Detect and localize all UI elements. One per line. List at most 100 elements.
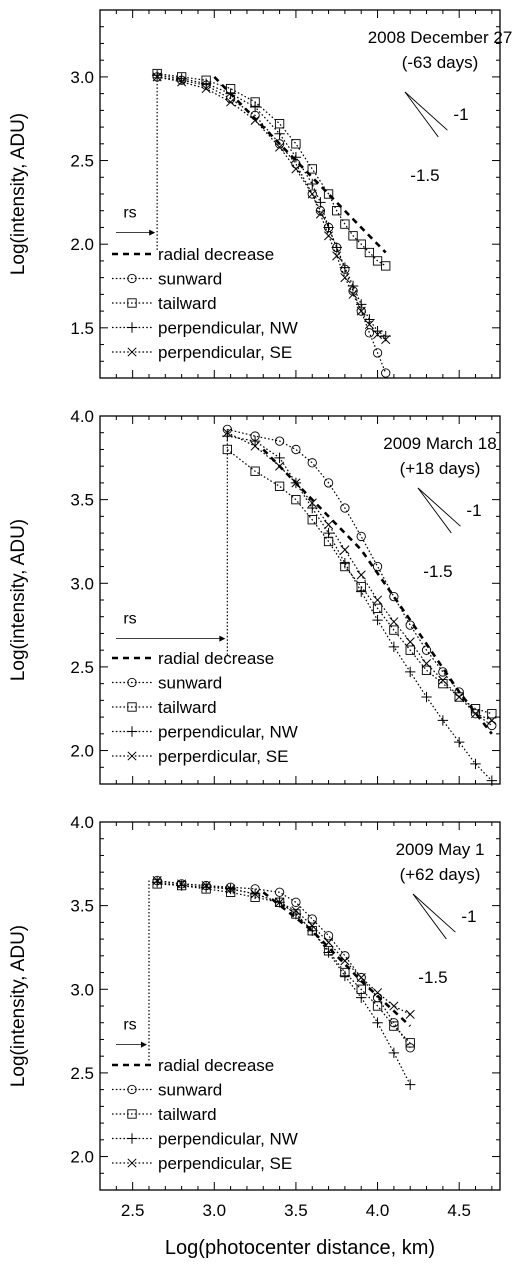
data-point xyxy=(200,78,212,89)
legend-marker xyxy=(126,726,138,737)
x-tick-label: 3.5 xyxy=(284,1201,308,1220)
data-point xyxy=(372,561,383,572)
legend-marker xyxy=(127,677,137,688)
legend-label: perpendicular, NW xyxy=(158,1130,298,1149)
data-point xyxy=(307,921,317,931)
legend-label: perpendicular, NW xyxy=(158,319,298,338)
y-tick-label: 2.0 xyxy=(70,235,94,254)
data-point xyxy=(356,992,367,1003)
data-point xyxy=(274,128,285,139)
data-point xyxy=(200,882,212,893)
rs-arrow-head xyxy=(149,229,156,236)
x-axis-label: Log(photocenter distance, km) xyxy=(165,1237,435,1259)
legend-label: sunward xyxy=(158,270,222,289)
slope-label: -1 xyxy=(466,501,481,520)
data-point xyxy=(315,209,325,219)
data-point xyxy=(405,666,416,678)
data-point xyxy=(356,972,366,983)
panel-subtitle: (-63 days) xyxy=(402,53,479,72)
data-point xyxy=(291,897,301,907)
slope-line xyxy=(412,893,456,933)
data-point xyxy=(307,164,317,174)
data-point xyxy=(274,436,285,446)
legend-label: radial decrease xyxy=(158,1056,274,1075)
data-point xyxy=(372,329,383,340)
data-point xyxy=(274,452,285,464)
data-point xyxy=(421,659,432,669)
data-point xyxy=(152,875,162,886)
panel-subtitle: (+62 days) xyxy=(400,865,481,884)
data-point xyxy=(291,444,301,455)
legend-label: radial decrease xyxy=(158,245,274,264)
data-point xyxy=(275,461,285,471)
data-point xyxy=(348,231,358,241)
slope-line xyxy=(417,487,452,534)
data-point xyxy=(307,515,317,525)
data-point xyxy=(340,956,350,966)
data-point xyxy=(291,494,301,505)
data-point xyxy=(470,709,481,719)
rs-label: rs xyxy=(123,611,136,628)
data-point xyxy=(249,435,261,447)
data-point xyxy=(250,466,260,476)
legend-marker xyxy=(127,298,137,308)
legend-marker xyxy=(127,1158,137,1168)
data-point xyxy=(291,906,301,916)
data-point xyxy=(405,637,415,647)
legend-label: sunward xyxy=(158,674,222,693)
data-point xyxy=(348,289,358,299)
legend-marker xyxy=(127,273,137,284)
legend-marker xyxy=(127,1084,137,1095)
data-point xyxy=(324,520,334,530)
series-line xyxy=(227,435,493,782)
data-point xyxy=(364,319,374,330)
rs-label: rs xyxy=(123,205,136,222)
series-line xyxy=(157,881,411,1085)
series-line xyxy=(157,76,387,374)
data-point xyxy=(372,1017,383,1028)
data-point xyxy=(356,531,366,542)
series-1 xyxy=(222,424,497,731)
data-point xyxy=(438,667,448,677)
series-line xyxy=(157,73,387,267)
data-point xyxy=(290,152,302,163)
data-point xyxy=(487,720,497,731)
data-point xyxy=(340,219,350,229)
data-point xyxy=(307,498,317,508)
data-point xyxy=(405,1038,415,1048)
series-line xyxy=(156,76,387,341)
panel-title: 2008 December 27 xyxy=(368,28,513,47)
data-point xyxy=(307,458,317,468)
series-4 xyxy=(222,428,497,725)
data-point xyxy=(372,348,383,358)
data-point xyxy=(201,84,211,94)
data-point xyxy=(405,1009,415,1019)
data-point xyxy=(421,665,432,675)
y-tick-label: 2.5 xyxy=(70,1064,94,1083)
data-point xyxy=(372,988,383,998)
data-point xyxy=(372,595,383,605)
series-0 xyxy=(262,891,412,1028)
legend-marker xyxy=(127,751,137,761)
y-tick-label: 3.0 xyxy=(70,68,94,87)
slope-label: -1 xyxy=(453,105,468,124)
data-point xyxy=(486,775,498,786)
data-point xyxy=(339,558,351,569)
data-point xyxy=(307,189,317,199)
series-line xyxy=(213,75,387,254)
data-point xyxy=(454,687,464,697)
series-line xyxy=(262,448,493,735)
data-point xyxy=(437,715,449,726)
data-point xyxy=(388,641,400,653)
legend-label: sunward xyxy=(158,1081,222,1100)
series-0 xyxy=(213,75,387,254)
y-tick-label: 4.0 xyxy=(70,407,94,426)
data-point xyxy=(323,478,334,488)
legend-label: tailward xyxy=(158,294,217,313)
y-axis-label: Log(intensity, ADU) xyxy=(8,519,29,681)
x-tick-label: 2.5 xyxy=(121,1201,145,1220)
data-point xyxy=(356,973,366,983)
slope-label: -1.5 xyxy=(410,166,439,185)
data-point xyxy=(381,334,391,345)
y-axis-label: Log(intensity, ADU) xyxy=(8,113,29,275)
